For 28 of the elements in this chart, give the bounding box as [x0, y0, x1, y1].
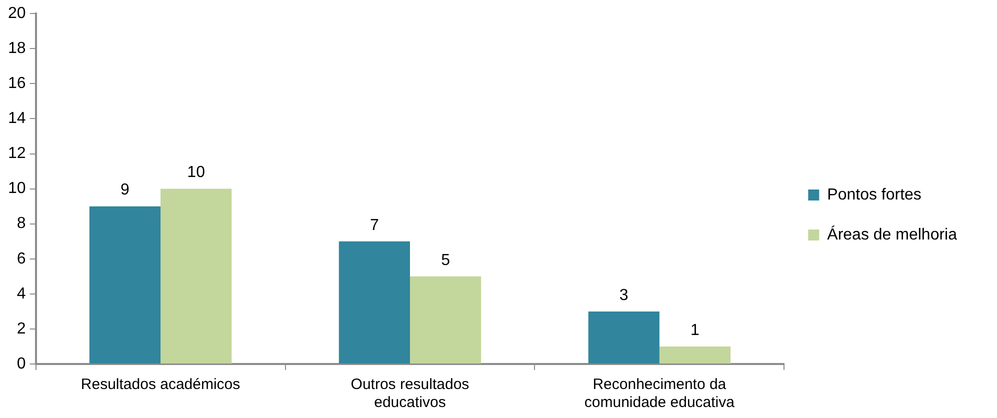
- legend-label: Áreas de melhoria: [827, 225, 958, 244]
- y-tick-label: 16: [8, 75, 26, 92]
- data-label: 3: [619, 286, 628, 304]
- y-tick-label: 18: [8, 40, 26, 58]
- y-tick-label: 0: [16, 355, 26, 372]
- y-tick-label: 10: [8, 180, 26, 198]
- y-tick-label: 4: [16, 285, 26, 302]
- bar: [338, 241, 410, 364]
- y-tick-label: 20: [8, 5, 26, 22]
- bar: [89, 206, 161, 364]
- bar: [588, 311, 660, 364]
- y-tick-label: 6: [16, 250, 26, 268]
- data-label: 9: [120, 182, 130, 199]
- x-tick-label: Outros resultados educativos: [350, 376, 470, 412]
- data-label: 5: [441, 252, 450, 269]
- y-tick-label: 2: [16, 320, 26, 338]
- bar: [410, 276, 482, 364]
- data-label: 7: [370, 216, 379, 234]
- legend-label: Pontos fortes: [827, 186, 922, 204]
- data-label: 1: [690, 322, 700, 339]
- x-tick-label: Resultados académicos: [80, 376, 240, 394]
- y-tick-label: 14: [8, 110, 26, 128]
- data-label: 10: [187, 164, 206, 182]
- y-tick-label: 8: [16, 215, 26, 232]
- y-tick-label: 12: [8, 145, 26, 162]
- x-tick-label: Reconhecimento da comunidade educativa: [584, 376, 736, 412]
- bar: [659, 346, 731, 364]
- bar: [160, 188, 232, 364]
